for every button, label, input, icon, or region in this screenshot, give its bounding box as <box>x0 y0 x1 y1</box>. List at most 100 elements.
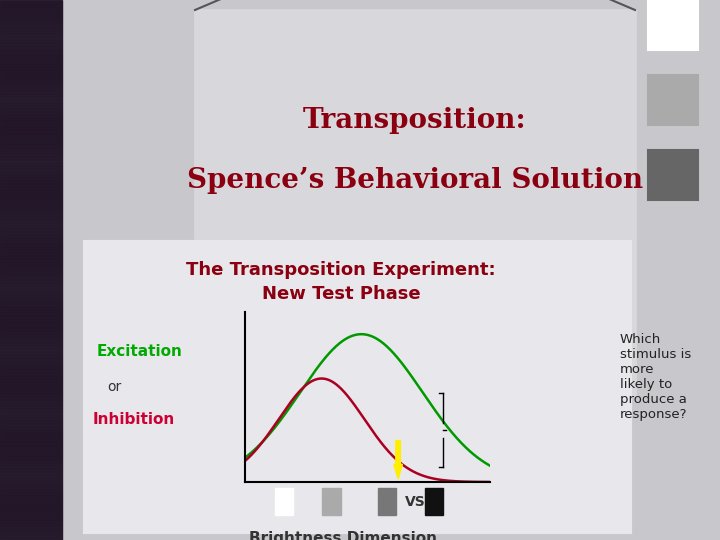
Bar <box>0 73 62 75</box>
Bar <box>0 424 62 426</box>
Bar <box>0 427 62 429</box>
Bar <box>0 454 62 456</box>
Bar <box>0 535 62 537</box>
Bar <box>0 190 62 192</box>
Bar <box>0 187 62 189</box>
Bar <box>0 439 62 441</box>
Bar <box>0 325 62 327</box>
Bar <box>0 253 62 255</box>
Bar <box>0 283 62 285</box>
Bar <box>0 304 62 306</box>
Bar <box>0 46 62 48</box>
Bar <box>0 19 62 21</box>
Bar <box>0 409 62 411</box>
Bar <box>0 79 62 81</box>
Bar <box>0 181 62 183</box>
Bar <box>0 289 62 291</box>
Bar <box>0 487 62 489</box>
Bar <box>0 481 62 483</box>
Bar <box>0 370 62 372</box>
Bar <box>648 150 698 200</box>
Bar <box>0 166 62 168</box>
Bar <box>0 358 62 360</box>
Bar <box>0 379 62 381</box>
Bar <box>0 130 62 132</box>
Bar <box>0 346 62 348</box>
Bar <box>0 295 62 297</box>
Bar <box>0 109 62 111</box>
Bar <box>0 157 62 159</box>
Bar <box>0 136 62 138</box>
Bar <box>0 496 62 498</box>
Bar <box>0 514 62 516</box>
Bar <box>0 436 62 438</box>
Bar <box>0 298 62 300</box>
Bar <box>648 0 698 50</box>
Bar <box>0 67 62 69</box>
Bar <box>0 400 62 402</box>
Bar <box>0 508 62 510</box>
Bar <box>0 340 62 342</box>
Bar <box>0 523 62 525</box>
Bar <box>0 412 62 414</box>
Bar <box>0 499 62 501</box>
Bar <box>85 242 630 532</box>
Bar <box>0 163 62 165</box>
Bar <box>0 484 62 486</box>
Bar <box>0 40 62 42</box>
Bar <box>0 373 62 375</box>
Bar <box>0 247 62 249</box>
Bar <box>0 256 62 258</box>
Bar <box>0 316 62 318</box>
Bar <box>0 178 62 180</box>
Bar <box>377 488 396 515</box>
Bar <box>0 469 62 471</box>
Bar <box>0 235 62 237</box>
Bar <box>0 352 62 354</box>
Text: Excitation: Excitation <box>97 345 183 360</box>
Bar <box>0 367 62 369</box>
Bar <box>0 391 62 393</box>
Bar <box>0 277 62 279</box>
Text: The Transposition Experiment:: The Transposition Experiment: <box>186 261 496 279</box>
Bar <box>0 202 62 204</box>
Bar <box>0 361 62 363</box>
Text: VS: VS <box>405 495 426 509</box>
Bar <box>0 127 62 129</box>
Bar <box>0 49 62 51</box>
Bar <box>0 34 62 36</box>
Bar <box>0 397 62 399</box>
Bar <box>0 472 62 474</box>
Bar <box>0 538 62 540</box>
Bar <box>0 160 62 162</box>
Text: or: or <box>107 380 121 394</box>
Bar <box>0 214 62 216</box>
Bar <box>0 58 62 60</box>
Bar <box>0 364 62 366</box>
Bar <box>0 25 62 27</box>
Text: New Test Phase: New Test Phase <box>262 285 420 303</box>
Bar <box>0 7 62 9</box>
Bar <box>0 184 62 186</box>
Bar <box>0 433 62 435</box>
Bar <box>0 322 62 324</box>
Bar <box>0 4 62 6</box>
Bar <box>0 415 62 417</box>
Bar <box>0 112 62 114</box>
Bar <box>0 511 62 513</box>
Text: Transposition:: Transposition: <box>303 106 527 133</box>
Bar <box>0 106 62 108</box>
Bar <box>0 451 62 453</box>
Bar <box>0 169 62 171</box>
Bar <box>0 262 62 264</box>
FancyArrow shape <box>394 441 402 479</box>
Bar <box>0 307 62 309</box>
Bar <box>0 0 62 540</box>
Bar <box>0 76 62 78</box>
Bar <box>0 250 62 252</box>
Bar <box>0 97 62 99</box>
Bar <box>0 526 62 528</box>
Bar <box>0 406 62 408</box>
Bar <box>0 532 62 534</box>
Bar <box>0 265 62 267</box>
